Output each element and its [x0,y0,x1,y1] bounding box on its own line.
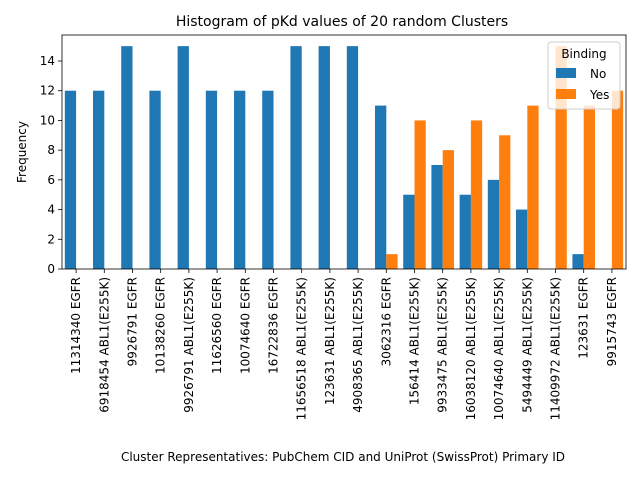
x-tick-label-2: 9926791 EGFR [126,277,140,366]
x-tick-label-12: 156414 ABL1(E255K) [408,277,422,405]
bar-yes-15 [499,135,511,269]
bar-yes-13 [442,150,454,269]
bar-no-7 [262,90,274,269]
x-tick-label-19: 9915743 EGFR [605,277,619,366]
x-tick-label-6: 10074640 EGFR [238,277,252,374]
x-tick-label-7: 16722836 EGFR [267,277,281,374]
bar-no-0 [64,90,77,269]
y-tick-label-7: 14 [40,54,55,68]
legend-label-no: No [590,67,606,81]
x-tick-label-13: 9933475 ABL1(E255K) [436,277,450,413]
x-tick-label-15: 10074640 ABL1(E255K) [492,277,506,420]
x-tick-label-16: 5494449 ABL1(E255K) [520,277,534,413]
bar-yes-16 [527,105,539,269]
y-tick-label-2: 4 [47,203,55,217]
y-tick-label-5: 10 [40,113,55,127]
y-tick-label-1: 2 [47,232,55,246]
bar-no-12 [403,194,415,269]
x-tick-label-11: 3062316 EGFR [379,277,393,366]
bar-yes-17 [555,46,567,270]
bar-no-1 [93,90,105,269]
bar-no-3 [149,90,161,269]
y-axis-label: Frequency [15,121,29,183]
bar-no-9 [318,46,330,270]
x-tick-label-8: 11656518 ABL1(E255K) [295,277,309,420]
bar-no-6 [234,90,246,269]
bar-no-16 [516,209,528,269]
bar-no-14 [459,194,471,269]
x-tick-label-5: 11626560 EGFR [210,277,224,374]
x-axis-label: Cluster Representatives: PubChem CID and… [121,450,565,464]
x-tick-label-4: 9926791 ABL1(E255K) [182,277,196,413]
legend-swatch-no [556,68,576,78]
bar-no-4 [177,46,189,270]
legend-items: No Yes [556,67,609,102]
x-tick-label-14: 16038120 ABL1(E255K) [464,277,478,420]
x-tick-label-0: 11314340 EGFR [69,277,83,374]
bar-no-11 [375,105,387,269]
bar-yes-12 [414,120,426,269]
bar-no-2 [121,46,133,270]
x-tick-label-18: 123631 EGFR [577,277,591,359]
y-tick-label-4: 8 [47,143,55,157]
bar-yes-14 [470,120,483,269]
bar-no-10 [346,46,359,270]
x-axis: 11314340 EGFR 6918454 ABL1(E255K) 9926791 … [69,269,619,420]
x-tick-label-10: 4908365 ABL1(E255K) [351,277,365,413]
x-tick-label-1: 6918454 ABL1(E255K) [97,277,111,413]
legend-label-yes: Yes [589,88,609,102]
legend: Binding No Yes [547,41,621,110]
y-tick-label-6: 12 [40,84,55,98]
x-tick-label-9: 123631 ABL1(E255K) [323,277,337,405]
bar-no-8 [290,46,302,270]
y-tick-label-0: 0 [47,262,55,276]
x-tick-label-3: 10138260 EGFR [154,277,168,374]
bar-yes-18 [583,105,595,269]
bar-yes-19 [611,90,624,269]
bars-layer [64,46,624,270]
legend-title: Binding [561,47,606,61]
chart-title: Histogram of pKd values of 20 random Clu… [176,14,508,30]
y-tick-label-3: 6 [47,173,55,187]
bar-no-13 [431,165,443,269]
bar-yes-11 [386,254,398,269]
legend-swatch-yes [556,89,576,99]
bar-no-15 [487,179,500,269]
plot-frame [61,34,627,270]
bar-no-5 [205,90,218,269]
y-axis: 0 2 4 6 8 10 12 14 [40,54,62,276]
x-tick-label-17: 11409972 ABL1(E255K) [549,277,563,420]
bar-no-18 [572,254,584,269]
